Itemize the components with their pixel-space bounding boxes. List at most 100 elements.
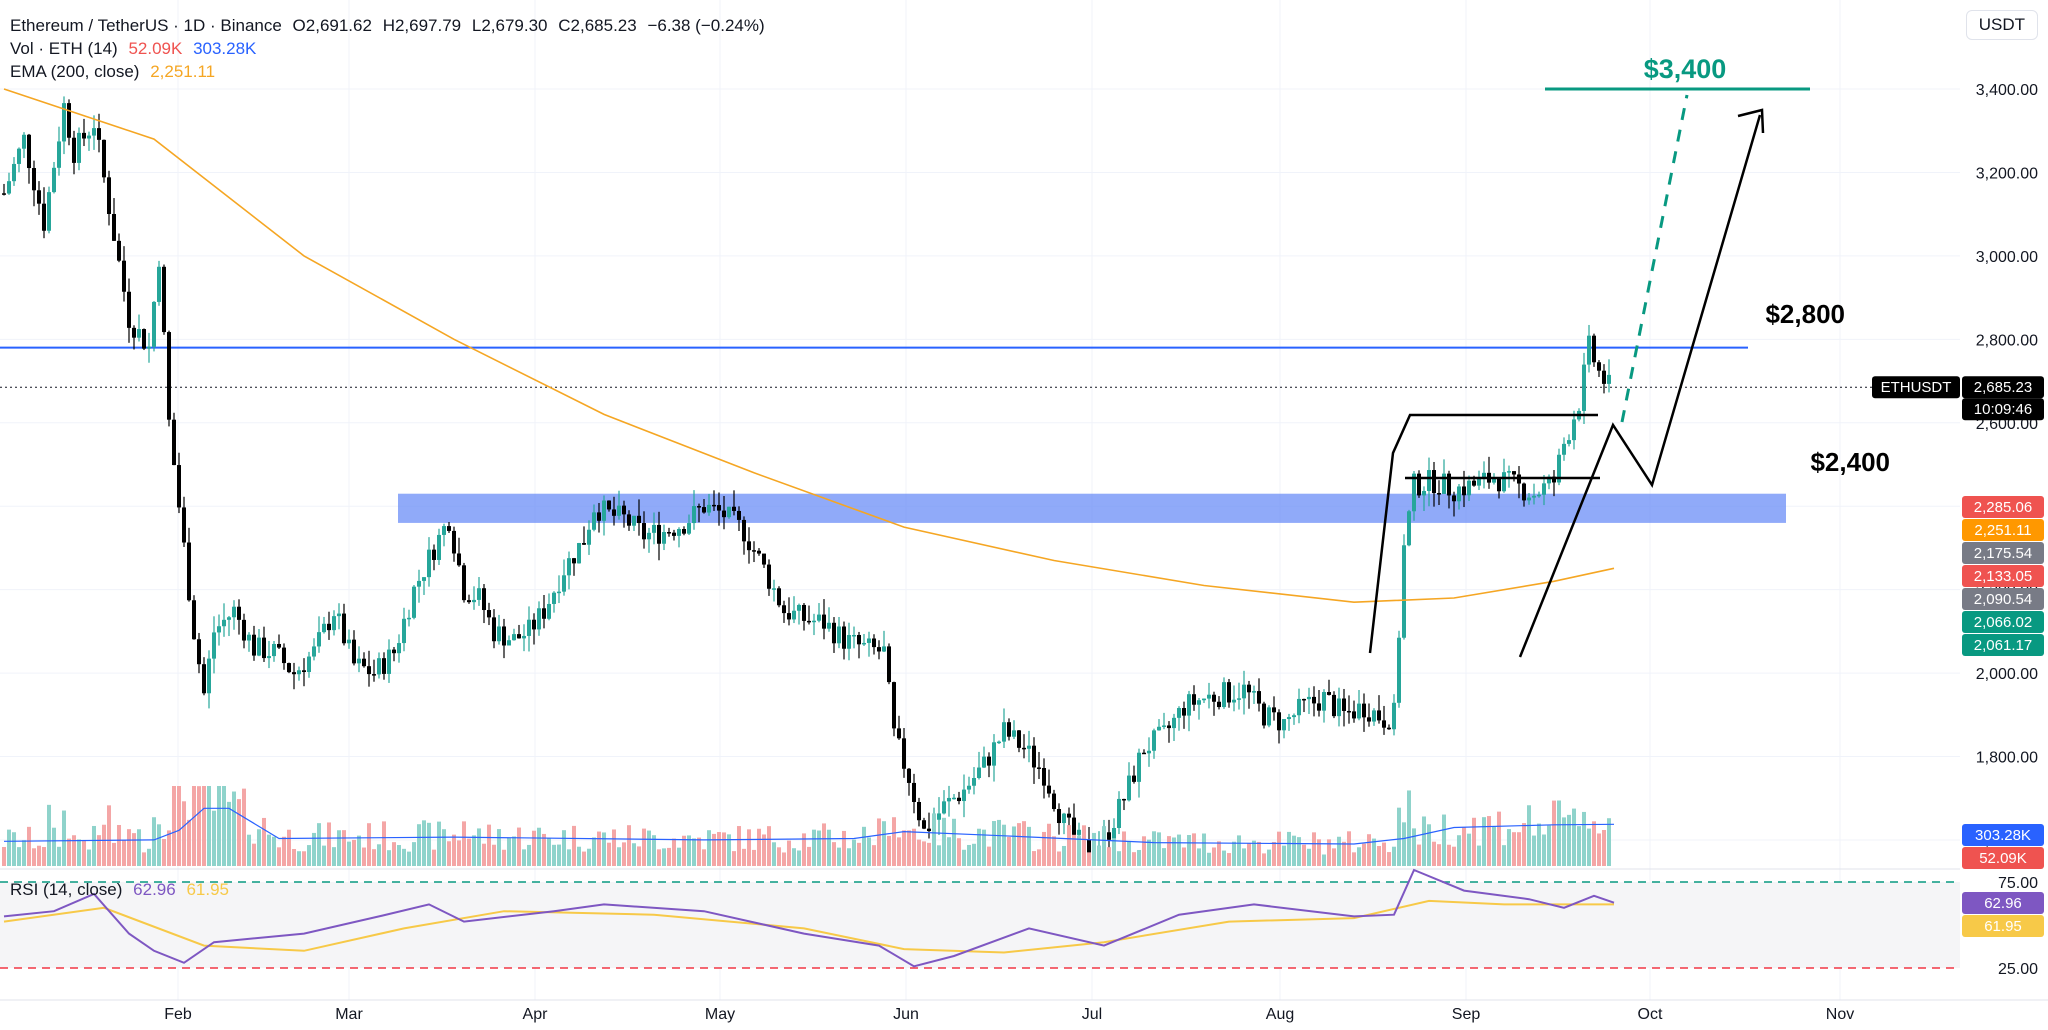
candle-body [7, 181, 11, 194]
volume-bar [1357, 847, 1361, 866]
volume-bar [612, 829, 616, 866]
volume-bar [652, 835, 656, 866]
volume-bar [407, 851, 411, 866]
volume-bar [467, 838, 471, 866]
candle-body [552, 592, 556, 604]
volume-bar [142, 852, 146, 866]
volume-bar [312, 832, 316, 866]
price-tick-label: 2,800.00 [1976, 332, 2038, 349]
volume-bar [1392, 846, 1396, 866]
candle-body [477, 588, 481, 600]
volume-bar [1597, 833, 1601, 866]
currency-selector[interactable]: USDT [1965, 10, 2038, 40]
candle-body [152, 301, 156, 347]
candle-body [982, 756, 986, 768]
candle-body [387, 649, 391, 674]
candle-body [907, 768, 911, 783]
badge-background [1962, 847, 2044, 869]
candle-body [597, 512, 601, 521]
volume-bar [1517, 832, 1521, 866]
candle-body [317, 632, 321, 647]
volume-bar [1377, 846, 1381, 866]
volume-bar [867, 837, 871, 866]
volume-bar [202, 786, 206, 866]
candle-body [852, 634, 856, 637]
candle-body [912, 782, 916, 802]
badge-text: 62.96 [1984, 895, 2022, 912]
volume-bar [772, 842, 776, 866]
volume-bar [362, 847, 366, 866]
volume-bar [132, 833, 136, 866]
volume-bar [1537, 823, 1541, 866]
badge-background [1962, 588, 2044, 610]
volume-bar [22, 840, 26, 866]
candle-body [957, 797, 961, 802]
candle-body [437, 534, 441, 560]
volume-bar [1527, 805, 1531, 866]
volume-bar [1452, 846, 1456, 866]
volume-bar [257, 829, 261, 866]
volume-bar [632, 843, 636, 866]
symbol-badge: ETHUSDT [1872, 376, 1960, 399]
time-tick-label: Jun [893, 1006, 919, 1023]
volume-bar [1102, 826, 1106, 866]
candle-body [537, 608, 541, 630]
candle-body [832, 622, 836, 644]
badge-text: 2,285.06 [1974, 499, 2032, 516]
volume-bar [87, 849, 91, 866]
volume-bar [1442, 814, 1446, 866]
candle-body [72, 137, 76, 163]
candle-body [187, 542, 191, 601]
candle-body [887, 646, 891, 683]
volume-bar [657, 849, 661, 866]
candle-body [607, 500, 611, 510]
candle-body [22, 134, 26, 149]
countdown-badge: 10:09:46 [1962, 398, 2044, 421]
volume-bar [487, 824, 491, 866]
volume-bar [32, 848, 36, 866]
badge-background [1962, 892, 2044, 914]
volume-bar [807, 846, 811, 866]
volume-bar [667, 847, 671, 866]
volume-bar [1227, 853, 1231, 866]
time-tick-label: Oct [1638, 1006, 1663, 1023]
price-tick-label: 1,800.00 [1976, 750, 2038, 767]
volume-bar [172, 786, 176, 866]
candle-body [947, 797, 951, 802]
volume-bar [387, 850, 391, 866]
volume-series [2, 786, 1611, 866]
candle-body [267, 656, 271, 659]
candle-body [797, 604, 801, 611]
candle-body [457, 553, 461, 566]
volume-bar [857, 842, 861, 866]
volume-bar [767, 826, 771, 866]
candle-body [1142, 752, 1146, 755]
volume-bar [1232, 841, 1236, 866]
candle-body [792, 610, 796, 620]
candle-body [1587, 335, 1591, 365]
badge-background [1962, 611, 2044, 633]
volume-bar [707, 830, 711, 866]
flag-upper-line [1368, 413, 1598, 654]
candle-body [1402, 545, 1406, 638]
candle-body [347, 639, 351, 644]
volume-bar [1347, 831, 1351, 866]
candle-body [117, 240, 121, 261]
volume-bar [832, 842, 836, 866]
candle-body [742, 519, 746, 542]
indicator-price-badge: 2,133.05 [1962, 565, 2044, 587]
candle-body [57, 141, 61, 168]
candle-body [157, 266, 161, 302]
candle-body [712, 504, 716, 507]
candle-body [177, 465, 181, 508]
candle-body [397, 643, 401, 654]
volume-bar [1012, 826, 1016, 866]
volume-bar [317, 823, 321, 866]
volume-bar [112, 842, 116, 866]
volume-bar [1047, 823, 1051, 866]
candle-body [1002, 722, 1006, 742]
candle-body [227, 617, 231, 620]
candle-body [567, 558, 571, 576]
candle-body [447, 526, 451, 531]
